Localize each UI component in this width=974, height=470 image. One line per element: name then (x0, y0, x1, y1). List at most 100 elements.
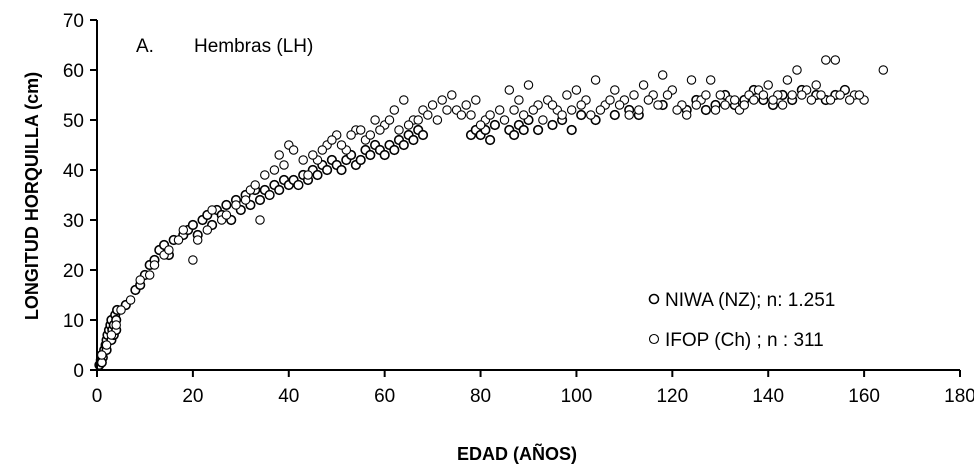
data-point-ifop (811, 80, 821, 90)
data-point-ifop (768, 95, 778, 105)
data-point-ifop (475, 120, 486, 130)
data-point-ifop (691, 100, 702, 110)
data-point-niwa (609, 109, 620, 121)
y-tick-label: 70 (63, 11, 84, 32)
data-point-ifop (854, 90, 865, 100)
data-point-ifop (509, 105, 519, 115)
data-point-ifop (538, 115, 548, 125)
data-point-ifop (844, 95, 855, 105)
data-point-ifop (629, 90, 639, 100)
data-point-niwa (700, 104, 712, 116)
data-point-ifop (399, 95, 409, 105)
data-point-ifop (279, 160, 289, 170)
data-point-ifop (787, 90, 797, 100)
x-axis-title: EDAD (AÑOS) (457, 443, 577, 464)
data-point-niwa (389, 144, 400, 156)
data-point-ifop (758, 90, 769, 100)
data-point-ifop (413, 115, 423, 125)
data-point-ifop (562, 90, 572, 100)
data-point-ifop (317, 145, 328, 155)
data-point-niwa (187, 219, 198, 231)
data-point-ifop (605, 95, 615, 105)
data-point-niwa (274, 184, 285, 196)
x-tick-label: 40 (278, 386, 299, 407)
data-point-ifop (638, 80, 649, 90)
data-point-ifop (494, 105, 505, 115)
data-point-ifop (346, 130, 356, 140)
x-tick-label: 160 (848, 386, 880, 407)
data-point-ifop (729, 95, 740, 105)
data-point-ifop (701, 90, 711, 100)
data-point-ifop (825, 95, 836, 105)
data-point-ifop (715, 90, 726, 100)
data-point-niwa (566, 124, 577, 136)
y-axis-title: LONGITUD HORQUILLA (cm) (22, 72, 42, 320)
data-point-ifop (106, 330, 117, 340)
data-point-ifop (264, 190, 275, 200)
data-point-niwa (489, 119, 501, 131)
data-point-niwa (417, 129, 429, 141)
data-point-ifop (461, 100, 471, 110)
y-tick-label: 20 (63, 261, 84, 282)
data-point-ifop (739, 100, 750, 110)
y-tick-label: 50 (63, 111, 84, 132)
data-point-ifop (293, 180, 304, 190)
data-point-ifop (835, 90, 845, 100)
data-point-ifop (188, 255, 198, 265)
data-point-ifop (111, 320, 121, 330)
data-point-niwa (355, 154, 366, 166)
data-point-ifop (681, 110, 692, 120)
data-point-ifop (394, 125, 404, 135)
data-point-ifop (298, 155, 308, 165)
data-point-ifop (365, 130, 376, 140)
data-point-ifop (586, 110, 596, 120)
data-point-niwa (336, 164, 347, 176)
data-point-ifop (384, 115, 395, 125)
data-point-ifop (202, 225, 213, 235)
legend-label-niwa: NIWA (NZ); n: 1.251 (665, 290, 835, 311)
data-point-ifop (303, 170, 313, 180)
data-point-ifop (274, 150, 284, 160)
data-point-ifop (221, 210, 232, 220)
data-point-ifop (375, 125, 385, 135)
data-point-ifop (777, 100, 788, 110)
data-point-ifop (355, 125, 366, 135)
data-point-ifop (255, 215, 265, 225)
data-point-ifop (442, 105, 452, 115)
data-point-ifop (135, 275, 145, 285)
x-tick-label: 100 (561, 386, 593, 407)
x-tick-label: 0 (92, 386, 103, 407)
legend-marker-ifop (648, 333, 660, 345)
data-point-ifop (557, 110, 567, 120)
data-point-ifop (518, 110, 529, 120)
data-point-ifop (610, 85, 620, 95)
data-point-ifop (149, 260, 160, 270)
data-point-ifop (782, 75, 793, 85)
data-point-ifop (389, 105, 400, 115)
data-point-ifop (566, 105, 577, 115)
data-point-niwa (532, 124, 544, 136)
data-point-ifop (686, 75, 697, 85)
x-tick-label: 120 (656, 386, 688, 407)
data-point-ifop (821, 55, 831, 65)
data-point-ifop (485, 110, 495, 120)
data-point-ifop (447, 90, 457, 100)
data-point-ifop (797, 90, 807, 100)
legend: NIWA (NZ); n: 1.251 IFOP (Ch) ; n : 311 (648, 290, 835, 351)
data-point-ifop (749, 95, 759, 105)
x-tick-label: 60 (374, 386, 395, 407)
data-point-ifop (614, 100, 625, 110)
data-point-ifop (125, 295, 136, 305)
data-point-niwa (508, 129, 520, 141)
data-point-ifop (370, 115, 380, 125)
data-point-niwa (312, 169, 323, 181)
data-point-ifop (528, 105, 539, 115)
chart-title: Hembras (LH) (194, 36, 313, 57)
data-point-ifop (240, 195, 251, 205)
data-point-ifop (101, 340, 112, 350)
data-point-ifop (571, 85, 582, 95)
data-point-ifop (624, 110, 634, 120)
data-point-ifop (576, 100, 586, 110)
ticks-layer: 0 20 40 60 80 100 120 140 160 180 0 10 20 30 40 50 60 70 (63, 11, 974, 407)
